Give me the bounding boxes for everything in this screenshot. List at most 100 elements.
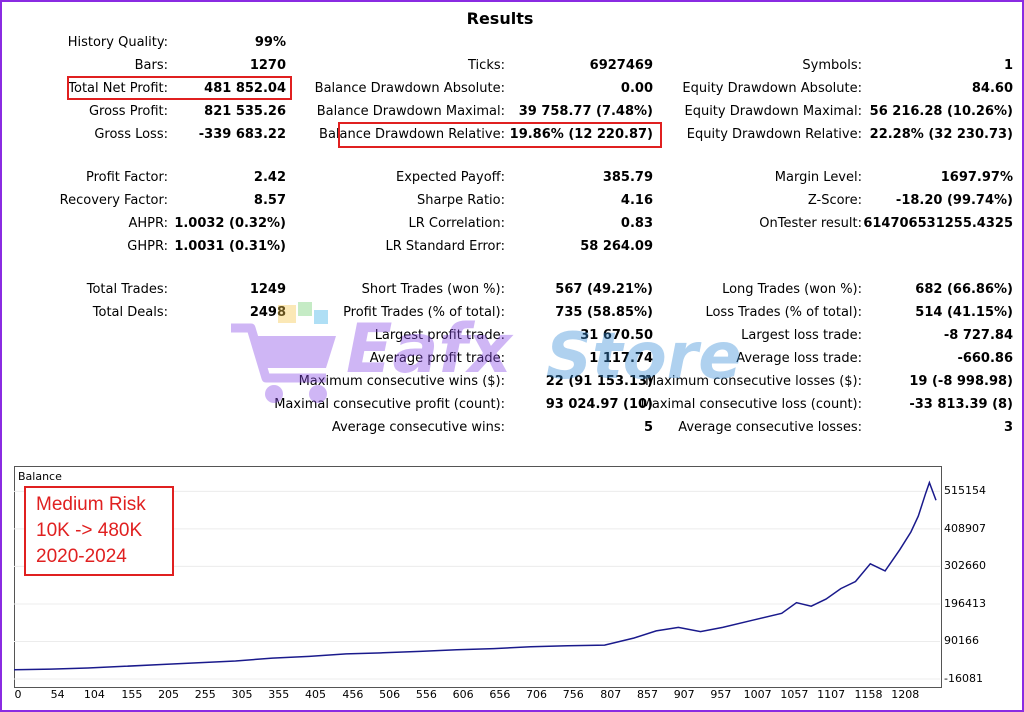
stat-label: Total Trades: xyxy=(86,282,168,297)
stat-label: Maximal consecutive profit (count): xyxy=(274,397,505,412)
y-tick-label: 302660 xyxy=(944,559,986,573)
y-tick-label: 408907 xyxy=(944,521,986,535)
stat-value: 481 852.04 xyxy=(204,81,286,96)
x-tick-label: 756 xyxy=(562,688,584,701)
stat-value: 1.0031 (0.31%) xyxy=(174,239,286,254)
x-tick-label: 456 xyxy=(342,688,364,701)
stat-label: Margin Level: xyxy=(774,170,862,185)
chart-title: Balance xyxy=(18,470,62,483)
stat-label: History Quality: xyxy=(67,35,168,50)
stat-value: 2498 xyxy=(249,305,286,320)
stat-label: Balance Drawdown Relative: xyxy=(319,127,505,142)
stat-value: 5 xyxy=(643,420,653,435)
y-tick-label: 515154 xyxy=(944,484,986,498)
stat-value: 4.16 xyxy=(620,193,653,208)
stat-value: 2.42 xyxy=(253,170,286,185)
stat-label: Average profit trade: xyxy=(369,351,505,366)
balance-chart-plot xyxy=(14,480,940,680)
stat-label: Gross Profit: xyxy=(88,104,168,119)
stat-value: 0.83 xyxy=(620,216,653,231)
highlight-balance-drawdown-relative xyxy=(338,122,662,148)
stat-value: 735 (58.85%) xyxy=(555,305,653,320)
x-tick-label: 1057 xyxy=(780,688,809,701)
stat-label: Average consecutive wins: xyxy=(331,420,505,435)
stat-value: 3 xyxy=(1003,420,1013,435)
stat-label: Expected Payoff: xyxy=(396,170,505,185)
stat-label: Maximum consecutive wins ($): xyxy=(298,374,505,389)
stat-value: 22.28% (32 230.73) xyxy=(869,127,1013,142)
x-tick-label: 405 xyxy=(304,688,326,701)
stat-value: 31 670.50 xyxy=(580,328,653,343)
x-tick-label: 1007 xyxy=(743,688,772,701)
note-line-2: 10K -> 480K xyxy=(36,520,143,541)
stat-label: Average loss trade: xyxy=(736,351,862,366)
stat-label: Bars: xyxy=(134,58,168,73)
stat-value: 1697.97% xyxy=(940,170,1013,185)
x-tick-label: 205 xyxy=(158,688,180,701)
stat-value: -8 727.84 xyxy=(943,328,1013,343)
stat-label: Gross Loss: xyxy=(94,127,168,142)
x-tick-label: 104 xyxy=(83,688,105,701)
stat-label: Profit Trades (% of total): xyxy=(343,305,505,320)
stat-value: 614706531255.4325 xyxy=(863,216,1013,231)
x-tick-label: 706 xyxy=(526,688,548,701)
x-tick-label: 857 xyxy=(636,688,658,701)
stat-value: 821 535.26 xyxy=(204,104,286,119)
stat-value: -33 813.39 (8) xyxy=(909,397,1013,412)
stat-label: Largest profit trade: xyxy=(374,328,505,343)
stat-value: 567 (49.21%) xyxy=(555,282,653,297)
y-tick-label: -16081 xyxy=(944,672,983,685)
stat-label: LR Correlation: xyxy=(408,216,505,231)
stat-value: 1 xyxy=(1003,58,1013,73)
stat-value: 385.79 xyxy=(602,170,653,185)
stat-value: 58 264.09 xyxy=(580,239,653,254)
stat-label: Loss Trades (% of total): xyxy=(705,305,862,320)
stat-label: Equity Drawdown Relative: xyxy=(686,127,862,142)
balance-line xyxy=(14,480,937,671)
y-tick-label: 90166 xyxy=(944,634,979,648)
note-line-3: 2020-2024 xyxy=(36,546,127,567)
stat-label: Maximal consecutive loss (count): xyxy=(640,397,862,412)
cart-icon xyxy=(231,302,336,403)
stat-label: Equity Drawdown Maximal: xyxy=(684,104,862,119)
stat-value: -18.20 (99.74%) xyxy=(895,193,1013,208)
stat-value: 8.57 xyxy=(253,193,286,208)
page-title: Results xyxy=(466,9,534,28)
stat-label: Balance Drawdown Absolute: xyxy=(314,81,505,96)
stat-value: 0.00 xyxy=(620,81,653,96)
watermark: Eafx Store xyxy=(226,300,786,410)
stat-label: Short Trades (won %): xyxy=(361,282,505,297)
stat-value: -339 683.22 xyxy=(198,127,286,142)
stat-value: 1249 xyxy=(249,282,286,297)
stat-label: Recovery Factor: xyxy=(59,193,168,208)
stat-label: Average consecutive losses: xyxy=(678,420,862,435)
x-tick-label: 1158 xyxy=(854,688,883,701)
stat-label: Total Deals: xyxy=(92,305,168,320)
stat-label: Symbols: xyxy=(802,58,862,73)
stat-label: Ticks: xyxy=(468,58,505,73)
highlight-total-net-profit xyxy=(67,76,292,100)
stat-value: 19.86% (12 220.87) xyxy=(509,127,653,142)
stat-label: Largest loss trade: xyxy=(741,328,862,343)
x-tick-label: 1107 xyxy=(817,688,846,701)
x-tick-label: 1208 xyxy=(891,688,920,701)
stat-value: 514 (41.15%) xyxy=(915,305,1013,320)
stat-label: Profit Factor: xyxy=(86,170,168,185)
stat-value: 93 024.97 (10) xyxy=(545,397,653,412)
x-tick-label: 506 xyxy=(379,688,401,701)
stat-label: Z-Score: xyxy=(807,193,862,208)
x-tick-label: 255 xyxy=(194,688,216,701)
stat-value: 6927469 xyxy=(589,58,653,73)
stat-label: GHPR: xyxy=(127,239,168,254)
stat-value: 39 758.77 (7.48%) xyxy=(518,104,653,119)
x-tick-label: 54 xyxy=(50,688,65,701)
stat-label: Long Trades (won %): xyxy=(722,282,862,297)
stat-label: Sharpe Ratio: xyxy=(417,193,505,208)
stat-label: LR Standard Error: xyxy=(385,239,505,254)
stat-label: Balance Drawdown Maximal: xyxy=(316,104,505,119)
x-tick-label: 355 xyxy=(268,688,290,701)
risk-note: Medium Risk 10K -> 480K 2020-2024 xyxy=(24,486,174,576)
stat-value: 99% xyxy=(254,35,286,50)
x-tick-label: 807 xyxy=(600,688,622,701)
stat-value: -660.86 xyxy=(957,351,1013,366)
